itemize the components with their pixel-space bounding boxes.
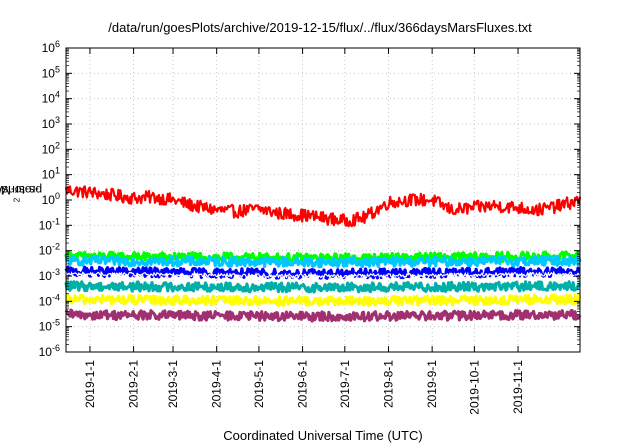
x-tick-label: 2019-3-1 bbox=[166, 360, 180, 408]
y-tick-label: 10-6 bbox=[39, 343, 60, 359]
x-tick-label: 2019-11-1 bbox=[511, 360, 525, 414]
y-ticks: 10-6 10-5 10-4 10-3 10-2 10-1 100 101 102 103 104 1… bbox=[39, 39, 580, 359]
x-tick-label: 2019-9-1 bbox=[425, 360, 439, 408]
y-tick-label: 10-5 bbox=[39, 318, 60, 334]
y-tick-label: 10-4 bbox=[39, 292, 60, 308]
series-line-7 bbox=[64, 308, 582, 323]
x-ticks: 2019-1-1 2019-2-1 2019-3-1 2019-4-1 2019-5-1… bbox=[83, 48, 525, 415]
y-tick-label: 10-3 bbox=[39, 267, 60, 283]
x-tick-label: 2019-6-1 bbox=[296, 360, 310, 408]
series-line-2 bbox=[65, 254, 582, 269]
y-tick-label: 100 bbox=[42, 191, 60, 207]
x-tick-label: 2019-10-1 bbox=[467, 360, 481, 415]
series-line-4 bbox=[65, 271, 581, 279]
y-tick-label: 106 bbox=[42, 39, 60, 55]
y-tick-label: 104 bbox=[42, 90, 60, 106]
x-tick-label: 2019-2-1 bbox=[127, 360, 141, 408]
chart-title: /data/run/goesPlots/archive/2019-12-15/f… bbox=[108, 20, 532, 35]
x-tick-label: 2019-4-1 bbox=[210, 360, 224, 408]
grid-lines bbox=[66, 48, 580, 352]
series-line-5 bbox=[64, 280, 582, 294]
x-tick-label: 2019-8-1 bbox=[381, 360, 395, 408]
series-layer bbox=[64, 185, 582, 323]
x-tick-label: 2019-1-1 bbox=[83, 360, 97, 408]
x-tick-label: 2019-7-1 bbox=[338, 360, 352, 408]
series-line-0 bbox=[64, 185, 582, 228]
x-axis-label: Coordinated Universal Time (UTC) bbox=[223, 428, 423, 443]
series-line-6 bbox=[65, 293, 582, 307]
x-tick-label: 2019-5-1 bbox=[252, 360, 266, 408]
y-tick-label: 105 bbox=[42, 64, 60, 80]
y-tick-label: 10-1 bbox=[39, 216, 60, 232]
y-tick-label: 101 bbox=[42, 166, 60, 182]
y-tick-label: 10-2 bbox=[39, 242, 60, 258]
y-tick-label: 102 bbox=[42, 140, 60, 156]
y-tick-label: 103 bbox=[42, 115, 60, 131]
